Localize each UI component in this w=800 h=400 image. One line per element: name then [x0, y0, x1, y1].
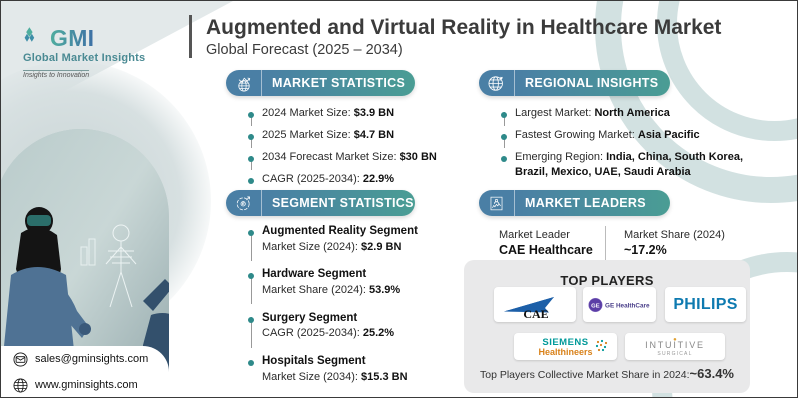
svg-text:CAE: CAE: [523, 307, 548, 319]
svg-text:GE: GE: [591, 303, 600, 309]
svg-text:GE HealthCare: GE HealthCare: [605, 302, 650, 309]
